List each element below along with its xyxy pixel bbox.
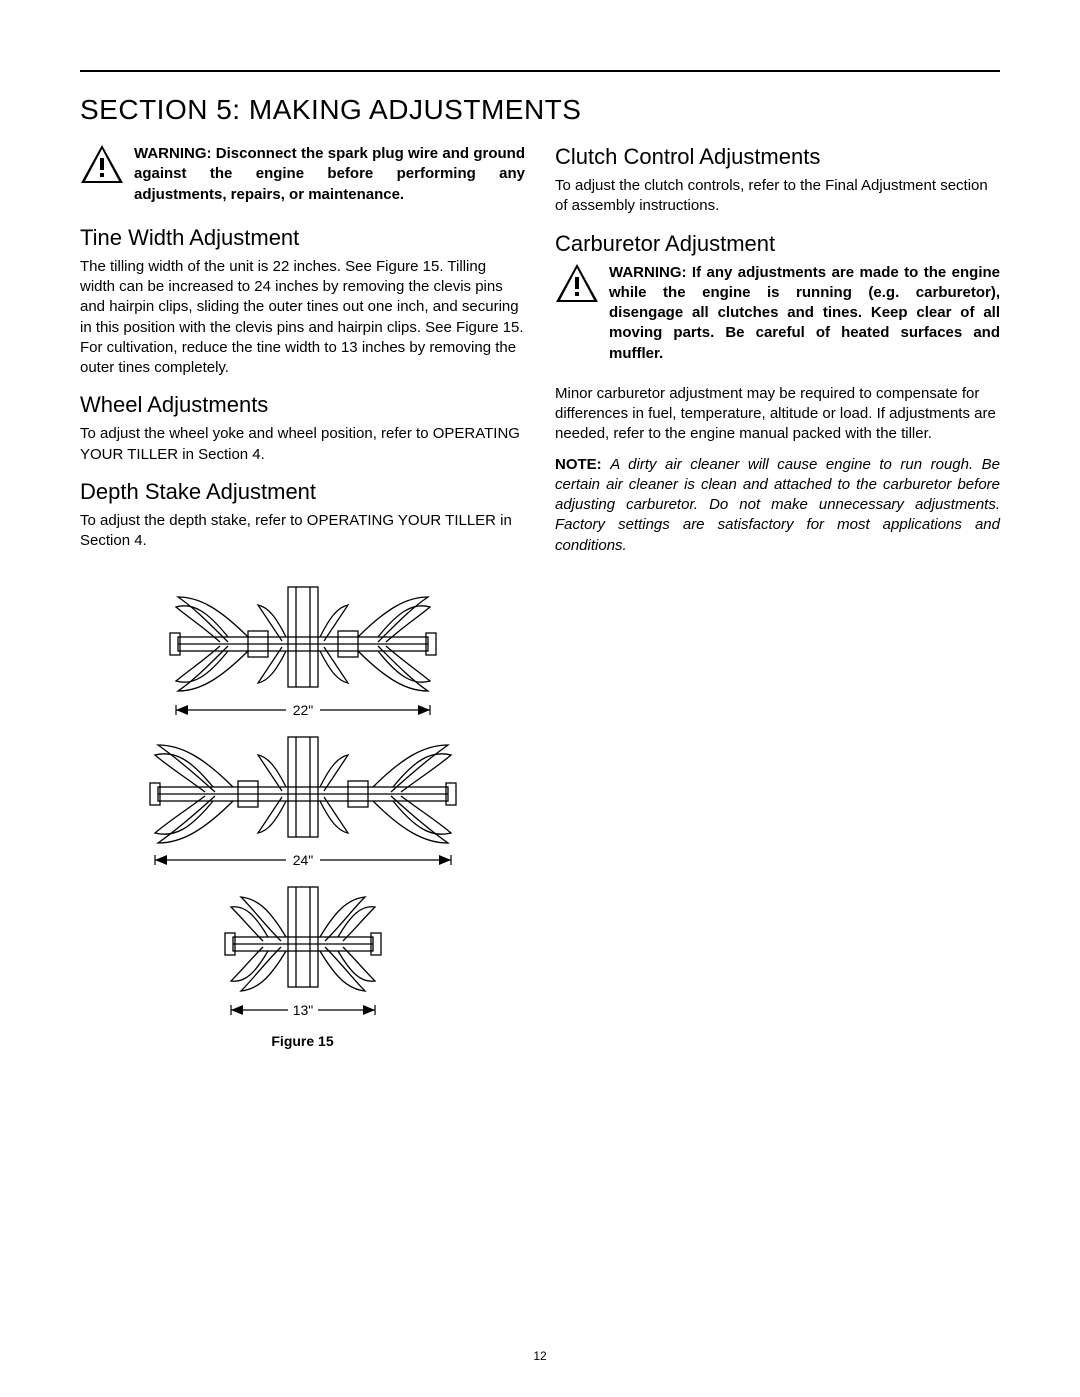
carb-body: Minor carburetor adjustment may be requi…	[555, 384, 1000, 445]
dim-22-label: 22"	[292, 702, 313, 718]
section-title: SECTION 5: MAKING ADJUSTMENTS	[80, 94, 1000, 126]
tine-diagram-22: 22"	[148, 577, 458, 727]
warning-icon	[555, 263, 599, 303]
warning-block-1: WARNING: Disconnect the spark plug wire …	[80, 144, 525, 205]
depth-stake-heading: Depth Stake Adjustment	[80, 479, 525, 505]
right-column: Clutch Control Adjustments To adjust the…	[555, 144, 1000, 1049]
depth-stake-body: To adjust the depth stake, refer to OPER…	[80, 511, 525, 552]
warning-text-2: WARNING: If any adjustments are made to …	[609, 263, 1000, 364]
note-body: A dirty air cleaner will cause engine to…	[555, 456, 1000, 554]
warning-icon	[80, 144, 124, 184]
two-column-layout: WARNING: Disconnect the spark plug wire …	[80, 144, 1000, 1049]
tine-width-heading: Tine Width Adjustment	[80, 225, 525, 251]
left-column: WARNING: Disconnect the spark plug wire …	[80, 144, 525, 1049]
wheel-adjust-heading: Wheel Adjustments	[80, 392, 525, 418]
warning-block-2: WARNING: If any adjustments are made to …	[555, 263, 1000, 364]
tine-width-body: The tilling width of the unit is 22 inch…	[80, 257, 525, 379]
warning-text-1: WARNING: Disconnect the spark plug wire …	[134, 144, 525, 205]
carb-heading: Carburetor Adjustment	[555, 231, 1000, 257]
tine-diagram-24: 24"	[133, 727, 473, 877]
note-lead: NOTE:	[555, 456, 602, 473]
top-divider	[80, 70, 1000, 72]
wheel-adjust-body: To adjust the wheel yoke and wheel posit…	[80, 424, 525, 465]
clutch-body: To adjust the clutch controls, refer to …	[555, 176, 1000, 217]
figure-caption: Figure 15	[80, 1033, 525, 1049]
tine-diagram-13: 13"	[193, 877, 413, 1027]
dim-13-label: 13"	[292, 1002, 313, 1018]
clutch-heading: Clutch Control Adjustments	[555, 144, 1000, 170]
figure-15: 22"	[80, 577, 525, 1049]
dim-24-label: 24"	[292, 852, 313, 868]
page-number: 12	[0, 1349, 1080, 1363]
note-paragraph: NOTE: A dirty air cleaner will cause eng…	[555, 455, 1000, 556]
